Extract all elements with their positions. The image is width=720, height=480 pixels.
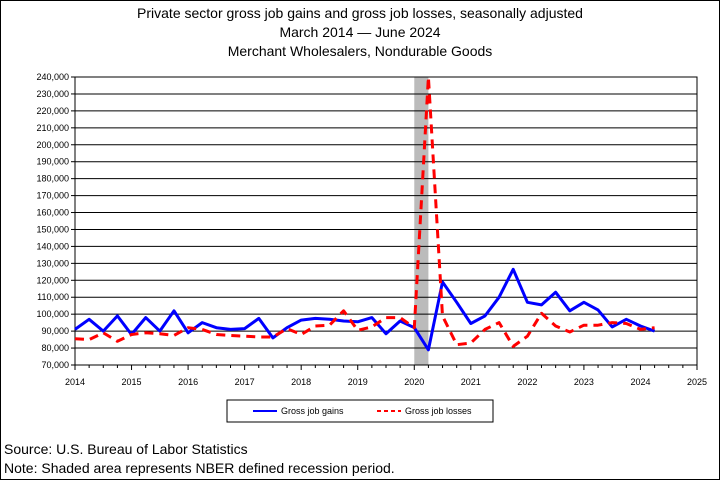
x-tick-label: 2020	[404, 377, 424, 387]
y-tick-label: 240,000	[36, 72, 69, 82]
legend-label-losses: Gross job losses	[405, 406, 472, 416]
recession-note: Note: Shaded area represents NBER define…	[4, 460, 395, 476]
y-tick-label: 160,000	[36, 208, 69, 218]
y-tick-label: 110,000	[37, 292, 69, 302]
gross-job-gains-line	[74, 267, 656, 352]
legend-box	[226, 399, 494, 423]
y-tick-label: 140,000	[36, 241, 69, 251]
chart-titles: Private sector gross job gains and gross…	[0, 4, 720, 61]
x-tick-label: 2024	[630, 377, 650, 387]
y-tick-label: 180,000	[36, 174, 69, 184]
y-tick-label: 220,000	[36, 106, 69, 116]
y-tick-label: 80,000	[41, 343, 69, 353]
y-tick-label: 70,000	[41, 360, 69, 370]
x-tick-label: 2017	[235, 377, 255, 387]
source-note: Source: U.S. Bureau of Labor Statistics	[4, 441, 248, 457]
x-tick-label: 2016	[178, 377, 198, 387]
gross-job-losses-line	[74, 75, 655, 348]
chart-date-range: March 2014 — June 2024	[279, 24, 441, 40]
y-tick-label: 210,000	[36, 123, 69, 133]
y-tick-label: 170,000	[36, 191, 69, 201]
y-tick-label: 150,000	[36, 224, 69, 234]
y-tick-label: 190,000	[36, 157, 69, 167]
x-tick-label: 2022	[517, 377, 537, 387]
x-tick-label: 2018	[291, 377, 311, 387]
legend-label-gains: Gross job gains	[281, 406, 344, 416]
chart-title: Private sector gross job gains and gross…	[137, 5, 583, 21]
y-tick-label: 90,000	[41, 326, 69, 336]
y-tick-label: 200,000	[36, 140, 69, 150]
x-tick-label: 2023	[574, 377, 594, 387]
y-tick-label: 120,000	[36, 275, 69, 285]
x-tick-label: 2015	[122, 377, 142, 387]
chart-industry: Merchant Wholesalers, Nondurable Goods	[227, 43, 493, 59]
plot-border	[74, 76, 698, 366]
x-tick-label: 2019	[348, 377, 368, 387]
y-tick-label: 230,000	[36, 89, 69, 99]
y-tick-label: 100,000	[36, 309, 69, 319]
x-tick-label: 2021	[461, 377, 481, 387]
y-tick-label: 130,000	[36, 258, 69, 268]
x-tick-label: 2025	[687, 377, 707, 387]
x-tick-label: 2014	[65, 377, 85, 387]
